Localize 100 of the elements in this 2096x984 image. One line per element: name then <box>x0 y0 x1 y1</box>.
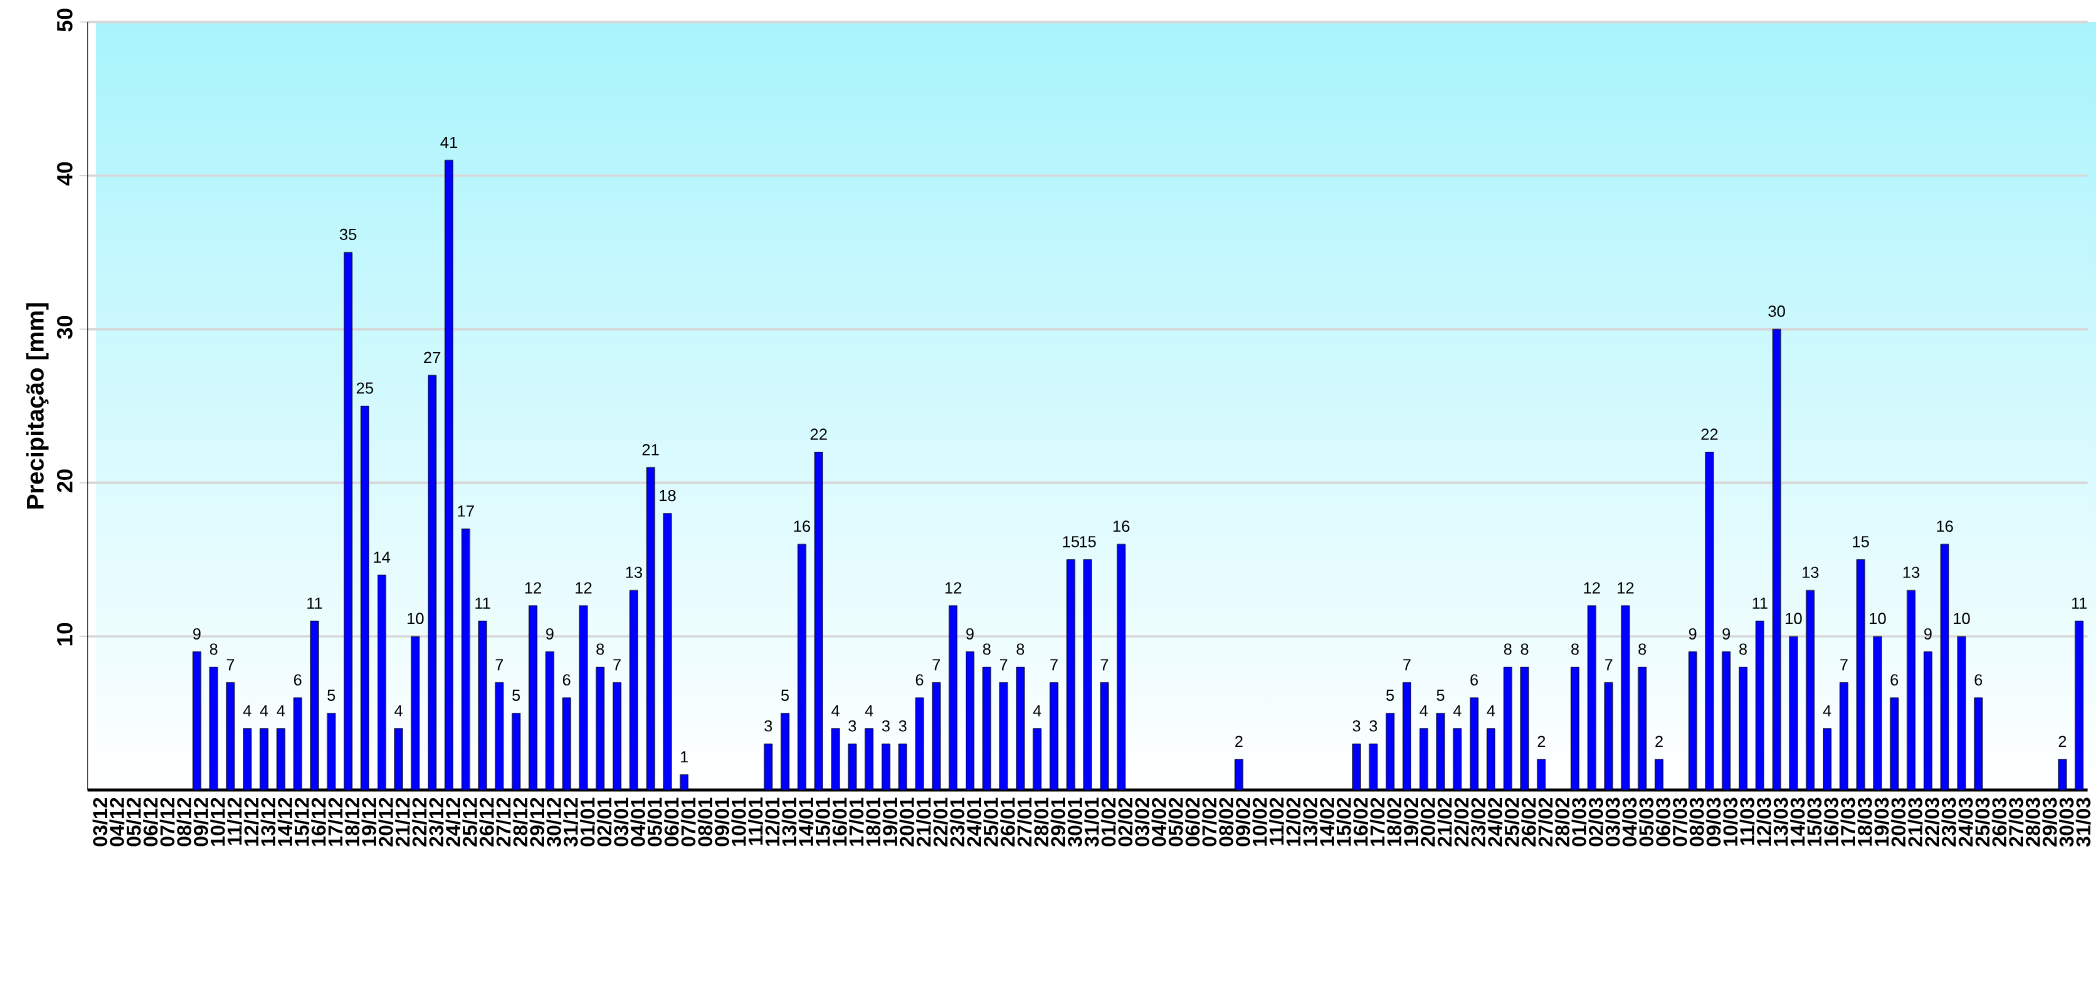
x-tick-label: 14/01 <box>798 797 814 846</box>
x-tick-label: 12/03 <box>1756 797 1772 846</box>
data-label: 4 <box>243 705 252 717</box>
x-tick-label: 19/02 <box>1403 797 1419 846</box>
x-tick-label: 23/02 <box>1470 797 1486 847</box>
x-tick-label: 03/02 <box>1134 797 1150 847</box>
x-tick-label: 18/03 <box>1857 797 1873 846</box>
x-tick-label: 03/12 <box>92 797 108 847</box>
x-tick-label: 21/03 <box>1907 797 1923 847</box>
x-tick-label: 10/03 <box>1722 797 1738 846</box>
data-label: 17 <box>458 505 474 517</box>
x-tick-label: 08/03 <box>1689 797 1705 847</box>
data-label: 8 <box>983 643 991 655</box>
data-label: 7 <box>1100 659 1109 671</box>
data-label: 10 <box>407 612 424 625</box>
y-tick-label: 10 <box>56 623 73 646</box>
x-tick-label: 17/03 <box>1840 797 1856 846</box>
data-label: 2 <box>1537 735 1546 747</box>
data-label: 3 <box>1352 720 1361 732</box>
data-label: 8 <box>1520 643 1529 655</box>
x-tick-label: 17/12 <box>327 797 343 846</box>
x-tick-label: 19/01 <box>882 797 898 846</box>
x-tick-label: 20/01 <box>899 797 915 847</box>
x-tick-label: 30/12 <box>546 797 562 847</box>
data-label: 30 <box>1768 305 1785 317</box>
data-label: 11 <box>2072 597 2087 609</box>
x-tick-label: 01/02 <box>1100 797 1116 847</box>
x-tick-label: 04/02 <box>1151 797 1167 847</box>
x-tick-label: 15/03 <box>1806 797 1822 846</box>
x-tick-label: 17/01 <box>848 797 864 846</box>
x-tick-label: 07/03 <box>1672 797 1688 847</box>
x-tick-label: 15/01 <box>815 797 831 846</box>
x-tick-label: 28/02 <box>1554 797 1570 847</box>
x-tick-label: 08/02 <box>1218 797 1234 847</box>
y-tick-label: 50 <box>56 8 73 32</box>
x-tick-label: 13/01 <box>781 797 797 846</box>
x-tick-label: 21/12 <box>395 797 410 847</box>
x-tick-label: 02/01 <box>596 797 612 847</box>
data-label: 7 <box>495 659 504 671</box>
x-tick-label: 22/12 <box>411 797 427 847</box>
data-label: 22 <box>810 428 827 440</box>
data-label: 41 <box>440 136 458 148</box>
data-label: 4 <box>1419 705 1428 717</box>
x-tick-label: 25/12 <box>462 797 478 847</box>
x-tick-label: 23/12 <box>428 797 444 847</box>
data-label: 2 <box>2058 735 2067 747</box>
data-label: 12 <box>525 582 542 594</box>
x-tick-label: 31/01 <box>1084 797 1100 847</box>
x-tick-label: 11/01 <box>748 797 763 845</box>
x-tick-label: 08/01 <box>697 797 713 847</box>
x-tick-label: 06/12 <box>142 797 158 847</box>
data-label: 8 <box>1739 643 1747 655</box>
x-tick-label: 25/02 <box>1504 797 1520 847</box>
x-tick-label: 14/02 <box>1319 797 1335 846</box>
data-label: 8 <box>1571 643 1579 655</box>
data-label: 7 <box>1050 659 1058 671</box>
x-tick-label: 26/01 <box>1000 797 1016 847</box>
data-label: 3 <box>764 720 773 732</box>
data-label: 3 <box>882 720 890 732</box>
data-label: 10 <box>1869 612 1886 625</box>
data-label: 15 <box>1853 536 1869 548</box>
x-tick-label: 07/12 <box>159 797 175 847</box>
data-label: 8 <box>1638 643 1646 655</box>
data-label: 16 <box>1937 520 1953 532</box>
data-label: 6 <box>294 674 302 686</box>
x-tick-label: 02/03 <box>1588 797 1604 847</box>
x-tick-label: 24/12 <box>445 797 461 847</box>
data-label: 1 <box>681 751 688 763</box>
data-label: 35 <box>339 228 357 241</box>
data-label: 10 <box>1785 612 1802 625</box>
data-label: 7 <box>1604 659 1613 671</box>
data-label: 10 <box>1953 612 1970 625</box>
data-label: 5 <box>1436 689 1445 701</box>
x-tick-label: 02/02 <box>1117 797 1133 847</box>
x-tick-label: 20/03 <box>1890 797 1906 847</box>
x-tick-label: 10/01 <box>731 797 747 846</box>
x-tick-label: 09/03 <box>1706 797 1721 847</box>
data-label: 11 <box>307 597 323 609</box>
data-label: 6 <box>1974 674 1983 686</box>
x-tick-label: 20/02 <box>1420 797 1436 847</box>
x-tick-label: 26/02 <box>1521 797 1537 847</box>
data-label: 8 <box>1504 643 1512 655</box>
data-label: 5 <box>512 689 520 701</box>
y-tick-label: 20 <box>56 469 73 493</box>
x-tick-label: 31/03 <box>2075 797 2091 847</box>
data-label: 4 <box>1453 705 1462 717</box>
data-label: 4 <box>865 705 874 717</box>
data-label: 2 <box>1655 735 1663 747</box>
data-label: 7 <box>932 659 940 671</box>
data-label: 27 <box>424 351 441 363</box>
x-tick-label: 26/12 <box>479 797 495 847</box>
x-tick-label: 22/03 <box>1924 797 1940 847</box>
x-tick-label: 09/12 <box>193 797 209 847</box>
data-label: 4 <box>276 705 285 717</box>
data-label: 4 <box>831 705 840 717</box>
x-tick-label: 18/01 <box>865 797 881 846</box>
data-label: 9 <box>966 628 974 640</box>
x-tick-label: 04/01 <box>630 797 646 847</box>
x-tick-label: 15/12 <box>294 797 310 846</box>
data-label: 13 <box>1802 566 1819 579</box>
